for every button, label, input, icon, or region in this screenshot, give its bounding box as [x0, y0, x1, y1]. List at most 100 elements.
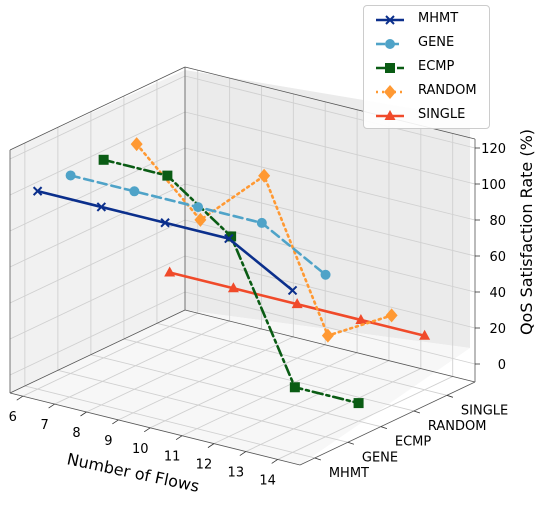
data-point: [32, 186, 43, 196]
x-tick-label: 12: [196, 458, 213, 473]
category-gridline-floor: [90, 354, 382, 428]
data-point: [289, 382, 300, 393]
series-random: [130, 137, 398, 343]
x-axis-line: [9, 392, 301, 466]
data-point: [224, 233, 234, 244]
z-gridline-side: [9, 219, 186, 304]
z-gridline-back: [184, 75, 476, 149]
series-gene: [65, 170, 331, 280]
z-axis-label: QoS Satisfaction Rate (%): [517, 129, 536, 335]
data-point: [258, 168, 271, 183]
category-gridline-floor: [24, 385, 315, 459]
legend-label: MHMT: [418, 11, 459, 26]
data-point: [320, 269, 331, 280]
category-tick-label: SINGLE: [461, 403, 508, 418]
x-tick-mark: [112, 419, 119, 425]
x-tick-label: 13: [228, 466, 245, 481]
category-tick-label: MHMT: [329, 466, 369, 481]
z-tick-labels: 0 20 40 60 80 100 120: [475, 142, 506, 373]
x-tick-label: 7: [40, 418, 48, 433]
data-point: [164, 266, 176, 277]
category-tick-mark: [413, 410, 421, 414]
data-point: [193, 202, 204, 213]
data-point: [321, 328, 334, 343]
x-tick-mark: [16, 395, 23, 401]
x-tick-mark: [175, 435, 183, 441]
z-tick-label: 40: [489, 286, 506, 301]
legend-marker: [384, 85, 396, 99]
data-point: [96, 202, 107, 212]
x-gridline-floor: [22, 312, 198, 397]
data-point: [98, 154, 109, 165]
x-tick-mark: [143, 427, 151, 433]
category-tick-mark: [347, 441, 355, 445]
category-tick-mark: [380, 426, 388, 430]
x-tick-label: 14: [259, 473, 276, 488]
x-tick-label: 9: [104, 434, 112, 449]
data-point: [65, 170, 76, 181]
legend-swatch: [376, 63, 404, 73]
series-mhmt: [32, 186, 298, 296]
category-gridline-floor: [57, 369, 348, 443]
legend-swatch: [376, 110, 404, 120]
legend-label: ECMP: [418, 59, 455, 74]
data-point: [130, 137, 143, 152]
x-gridline-floor: [54, 320, 230, 405]
z-tick-label: 20: [489, 322, 506, 337]
z-gridline-side: [9, 255, 186, 340]
data-point: [256, 217, 267, 228]
z-gridline-back: [184, 111, 476, 185]
x-tick-mark: [80, 411, 87, 417]
x-gridline-floor: [86, 328, 262, 413]
z-tick-label: 120: [481, 142, 506, 157]
data-point: [160, 218, 170, 228]
legend-label: RANDOM: [418, 83, 477, 98]
z-gridline-side: [9, 75, 186, 160]
x-tick-labels: 6 7 8 9 10 11 12 13 14: [9, 395, 278, 488]
series-layer: [32, 137, 431, 409]
x-tick-mark: [271, 459, 278, 464]
data-point: [419, 329, 431, 340]
category-gridline-floor: [123, 338, 415, 412]
series-single: [164, 266, 431, 340]
z-tick-label: 80: [489, 214, 506, 229]
legend: MHMT GENE ECMP RANDOM SINGLE: [363, 5, 490, 129]
category-gridline-floor: [156, 322, 448, 396]
x-tick-label: 11: [164, 450, 181, 465]
data-point: [227, 282, 239, 293]
floor-pane: [10, 310, 470, 465]
z-gridline-side: [9, 111, 186, 196]
data-point: [385, 308, 398, 323]
x-tick-label: 10: [132, 442, 149, 457]
z-gridline-side: [9, 147, 186, 232]
legend-label: GENE: [418, 35, 455, 50]
axes: [9, 66, 476, 466]
category-tick-mark: [314, 457, 321, 461]
x-gridline-floor: [150, 344, 326, 429]
z-gridline-side: [9, 291, 186, 376]
data-point: [129, 186, 140, 197]
legend-swatch: [376, 85, 404, 99]
data-point: [291, 298, 303, 309]
floor-edge: [9, 309, 186, 394]
x-tick-mark: [239, 451, 247, 456]
z-tick-label: 60: [489, 250, 506, 265]
data-point: [194, 212, 207, 227]
z-gridline-back: [184, 147, 476, 221]
data-point: [287, 285, 298, 296]
x-gridline-floor: [245, 368, 422, 452]
category-tick-mark: [446, 394, 454, 398]
x-gridline-floor: [277, 376, 453, 460]
legend-marker: [385, 39, 395, 49]
legend-marker: [385, 15, 395, 25]
legend-marker: [385, 63, 395, 73]
z-gridline-back: [184, 255, 476, 329]
legend-marker: [384, 110, 396, 120]
data-point: [355, 313, 367, 324]
left-top-edge: [9, 66, 186, 151]
legend-label: SINGLE: [418, 107, 466, 122]
z-gridline-back: [184, 291, 476, 365]
legend-swatch: [376, 39, 404, 49]
